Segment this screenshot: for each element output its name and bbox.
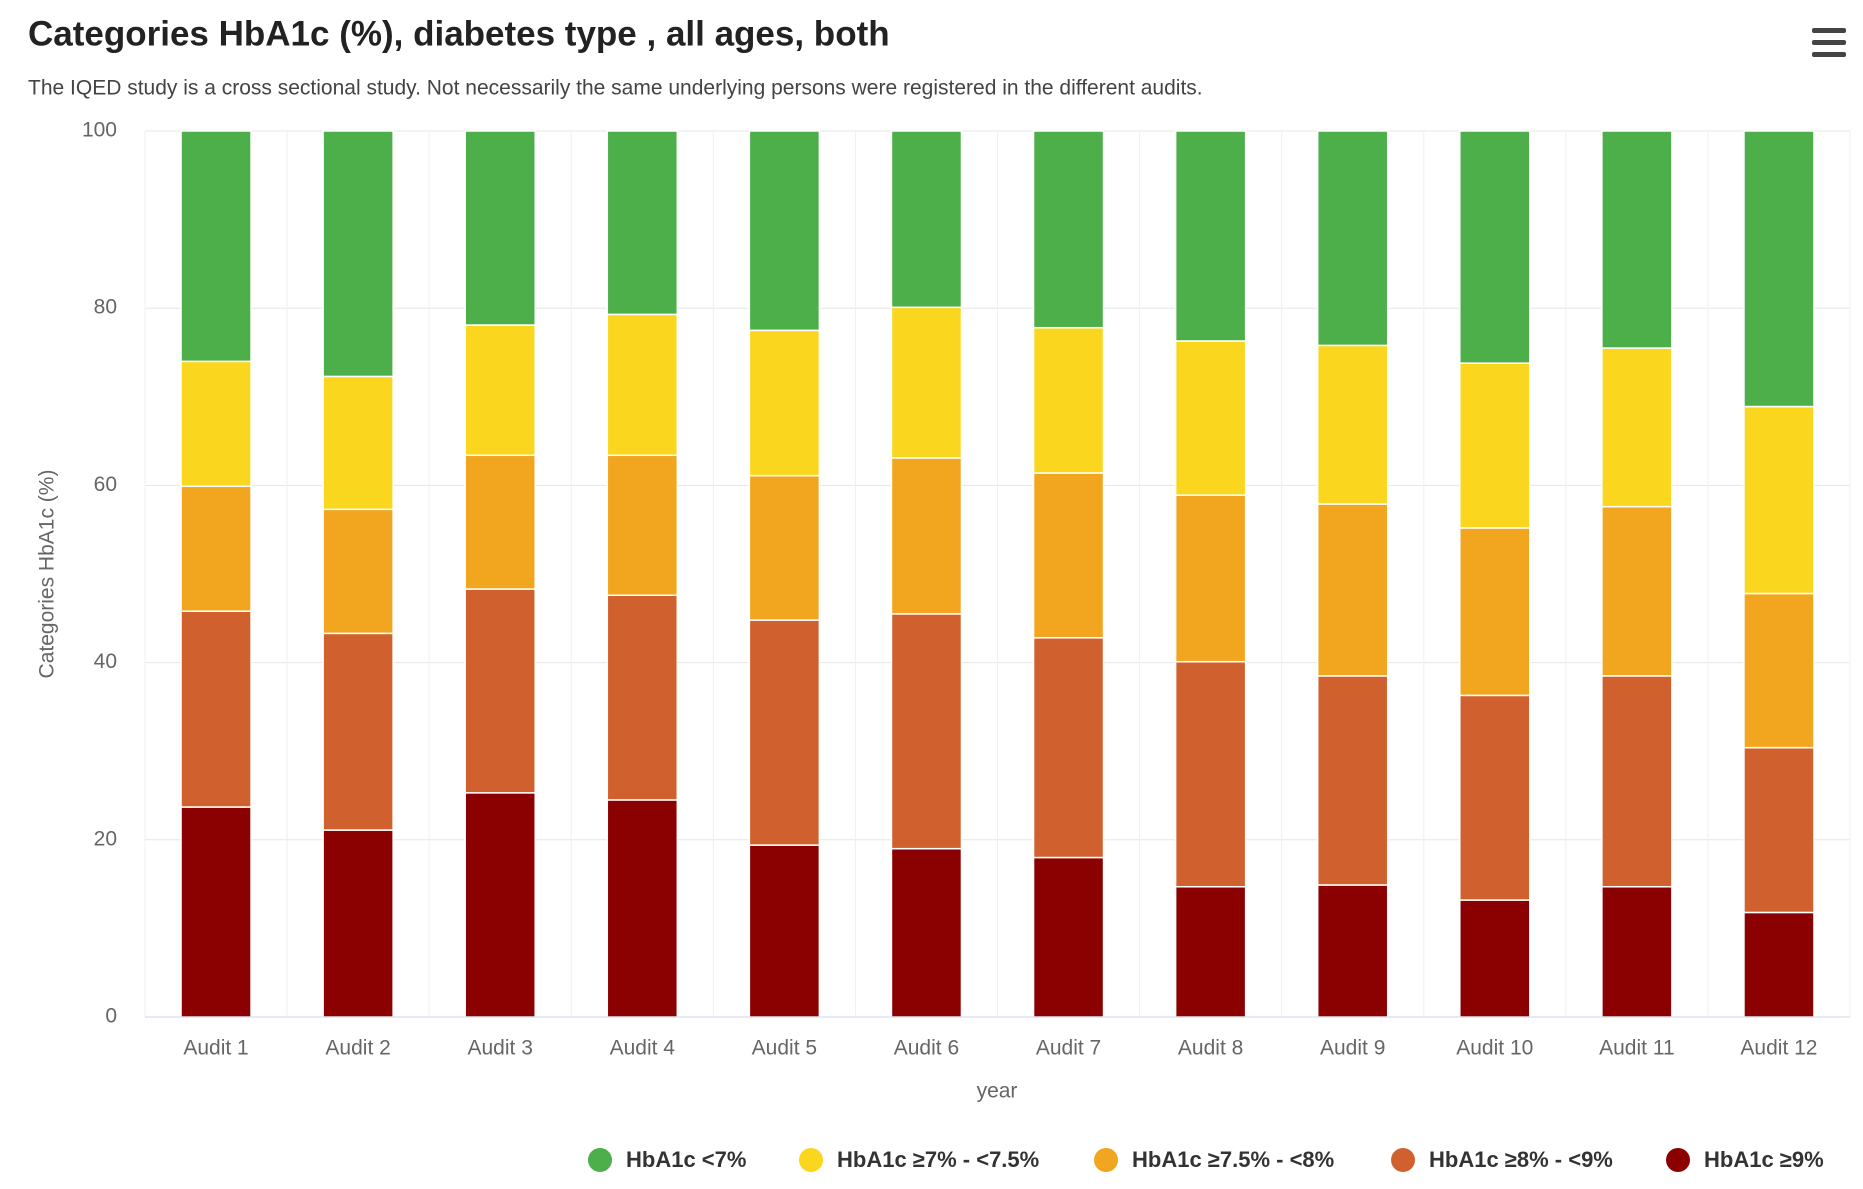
bar-segment [1743,405,1815,595]
legend-marker [799,1148,823,1172]
x-tick-label: Audit 8 [1178,1037,1243,1060]
bar-segment [606,799,679,1018]
bar-segment [180,130,252,363]
bar-segment [1032,637,1105,859]
bar-segment [1601,505,1673,677]
bar-segment [1743,911,1815,1018]
bar-segment [464,324,536,457]
y-tick-label: 100 [82,119,117,142]
bar-segment [606,594,679,801]
bar-segment [1459,694,1531,901]
bar-segment [890,847,963,1018]
legend-marker [1094,1148,1118,1172]
bar-segment [1174,340,1247,496]
bar-segment [1316,675,1389,886]
y-axis-label: Categories HbA1c (%) [36,470,59,679]
legend-marker [1666,1148,1690,1172]
bar-segment [322,632,394,831]
bar-segment [748,474,821,621]
bar-segment [464,792,536,1018]
y-tick-label: 80 [94,296,117,319]
bar-segment [1316,503,1389,677]
y-tick-label: 20 [94,827,117,850]
x-tick-label: Audit 1 [183,1037,248,1060]
bar-segment [606,454,679,597]
bar-segment [464,454,536,590]
bar-segment [1316,344,1389,505]
bar-segment [180,610,252,808]
legend-label: HbA1c <7% [626,1147,746,1172]
bar-segment [1032,856,1105,1018]
bar-segment [180,485,252,612]
x-tick-label: Audit 6 [894,1037,959,1060]
bar-segment [1743,746,1815,914]
bar-segment [890,306,963,459]
bar-segment [322,130,394,378]
x-tick-label: Audit 4 [610,1037,676,1060]
bar-segment [1743,130,1815,408]
bar-segment [1174,660,1247,888]
bar-segment [1174,886,1247,1018]
bar-segment [1459,362,1531,529]
bar-segment [464,588,536,794]
bar-segment [748,844,821,1018]
bar-segment [1032,472,1105,639]
bar-segment [748,329,821,477]
y-tick-label: 60 [94,473,117,496]
bar-segment [1316,130,1389,347]
bar-segment [180,360,252,488]
y-tick-label: 0 [105,1005,117,1028]
chart-title: Categories HbA1c (%), diabetes type , al… [28,14,890,53]
bar-segment [1032,326,1105,474]
bar-segment [890,613,963,850]
legend-label: HbA1c ≥7% - <7.5% [837,1147,1039,1172]
bar-segment [322,829,394,1018]
bar-segment [1601,347,1673,508]
bar-segment [1601,130,1673,349]
bar-segment [606,313,679,457]
bar-segment [1174,130,1247,342]
bar-segment [180,806,252,1018]
bar-segment [606,130,679,316]
x-tick-label: Audit 9 [1320,1037,1385,1060]
x-tick-label: Audit 10 [1456,1037,1533,1060]
bar-segment [1601,675,1673,888]
bar-segment [890,130,963,309]
x-tick-label: Audit 2 [325,1037,390,1060]
bar-segment [322,375,394,511]
menu-button[interactable] [1812,28,1846,57]
legend-marker [588,1148,612,1172]
x-tick-label: Audit 11 [1599,1037,1675,1060]
bar-segment [890,457,963,615]
bar-segment [1459,130,1531,364]
legend-label: HbA1c ≥7.5% - <8% [1132,1147,1334,1172]
x-tick-label: Audit 3 [468,1037,533,1060]
bar-segment [464,130,536,326]
bar-segment [1743,592,1815,749]
x-axis-label: year [977,1080,1018,1103]
x-tick-label: Audit 12 [1740,1037,1817,1060]
bar-segment [1174,494,1247,663]
legend-label: HbA1c ≥9% [1704,1147,1824,1172]
y-tick-label: 40 [94,650,117,673]
chart-subtitle: The IQED study is a cross sectional stud… [28,77,1203,100]
x-tick-label: Audit 5 [752,1037,817,1060]
bar-segment [322,508,394,635]
bar-segment [1316,884,1389,1018]
bar-segment [1032,130,1105,329]
bar-segment [748,619,821,846]
bar-segment [1601,886,1673,1018]
bar-segment [748,130,821,332]
bar-segment [1459,527,1531,697]
x-tick-label: Audit 7 [1036,1037,1101,1060]
bar-segment [1459,899,1531,1018]
legend-marker [1391,1148,1415,1172]
legend-label: HbA1c ≥8% - <9% [1429,1147,1613,1172]
